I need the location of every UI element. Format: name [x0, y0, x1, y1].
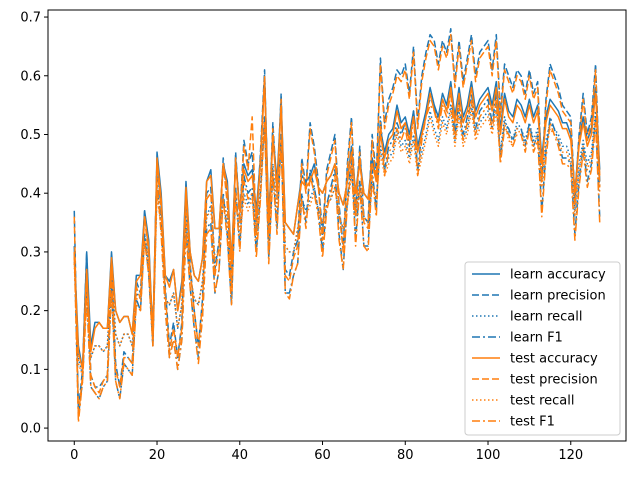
series-layer	[73, 28, 601, 423]
x-tick-label: 20	[149, 448, 166, 463]
legend-label-test-recall: test recall	[510, 394, 575, 409]
y-tick-label: 0.0	[20, 422, 41, 437]
x-tick-label: 0	[70, 448, 78, 463]
legend-label-learn-recall: learn recall	[510, 310, 582, 325]
legend-label-learn-accuracy: learn accuracy	[510, 268, 606, 283]
y-tick-label: 0.4	[20, 187, 41, 202]
y-tick-label: 0.6	[20, 69, 41, 84]
x-tick-label: 100	[476, 448, 501, 463]
x-tick-label: 120	[558, 448, 583, 463]
y-tick-label: 0.3	[20, 245, 41, 260]
x-tick-label: 40	[231, 448, 248, 463]
x-tick-label: 60	[314, 448, 331, 463]
y-tick-label: 0.1	[20, 363, 41, 378]
legend: learn accuracy learn precision learn recal…	[464, 261, 621, 436]
y-tick-label: 0.7	[20, 11, 41, 26]
x-tick-label: 80	[397, 448, 414, 463]
legend-label-test-accuracy: test accuracy	[510, 352, 598, 367]
legend-label-learn-precision: learn precision	[510, 289, 606, 304]
series-line-test-f1	[73, 92, 601, 423]
y-axis: 0.0 0.1 0.2 0.3 0.4 0.5 0.6 0.7	[20, 11, 48, 437]
legend-box	[464, 261, 621, 436]
y-tick-label: 0.5	[20, 128, 41, 143]
series-line-test-precision	[73, 33, 601, 418]
x-axis: 0 20 40 60 80 100 120	[70, 441, 583, 463]
legend-label-test-f1: test F1	[510, 415, 555, 430]
legend-label-learn-f1: learn F1	[510, 331, 563, 346]
legend-label-test-precision: test precision	[510, 373, 598, 388]
y-tick-label: 0.2	[20, 304, 41, 319]
